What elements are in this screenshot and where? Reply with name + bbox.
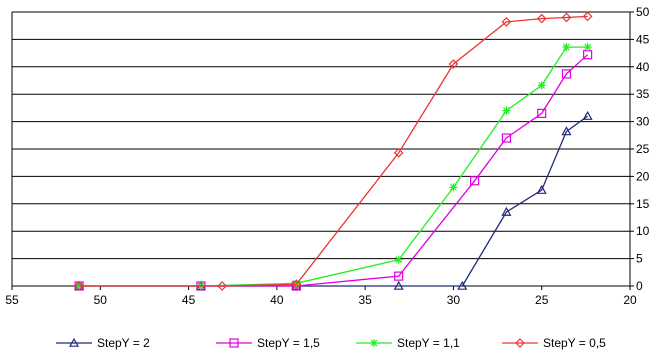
series-line — [79, 54, 589, 287]
series-group — [74, 11, 593, 291]
marker-stroke — [370, 339, 378, 347]
data-point — [536, 184, 547, 194]
data-point — [74, 281, 84, 291]
series-line — [79, 115, 588, 287]
y-tick-label: 40 — [636, 60, 650, 74]
series-4 — [74, 11, 593, 291]
legend-marker — [515, 338, 525, 348]
series-3 — [75, 43, 592, 290]
data-point — [449, 183, 458, 192]
data-point — [537, 81, 546, 90]
x-tick-label: 40 — [270, 293, 284, 307]
x-tick-label: 20 — [623, 293, 637, 307]
y-tick-label: 5 — [636, 252, 643, 266]
series-1 — [74, 110, 593, 290]
data-point — [501, 133, 511, 143]
axes: 0 5 10 15 20 25 30 35 40 45 50 55 50 45 40 35 30 25 20 — [5, 5, 649, 307]
data-point — [394, 255, 403, 264]
legend-label: StepY = 0,5 — [543, 336, 606, 350]
legend-item-2: StepY = 1,5 — [216, 336, 320, 350]
legend-marker — [229, 338, 239, 348]
legend-item-1: StepY = 2 — [56, 336, 150, 350]
marker-stroke — [450, 183, 457, 191]
legend-item-3: StepY = 1,1 — [356, 336, 460, 350]
data-point — [583, 43, 592, 52]
legend-label: StepY = 2 — [97, 336, 150, 350]
series-line — [79, 15, 588, 287]
y-tick-label: 20 — [636, 169, 650, 183]
legend: StepY = 2 StepY = 1,5 StepY = 1,1 StepY = 0… — [56, 336, 606, 350]
y-tick-label: 25 — [636, 142, 650, 156]
data-point — [502, 106, 511, 115]
data-point — [561, 69, 572, 79]
series-2 — [74, 50, 593, 291]
data-point — [562, 43, 571, 52]
x-tick-label: 25 — [535, 293, 549, 307]
marker-stroke — [584, 43, 592, 51]
data-point — [394, 271, 404, 281]
marker-stroke — [538, 82, 546, 89]
data-point — [536, 13, 547, 24]
data-point — [561, 126, 572, 136]
legend-item-4: StepY = 0,5 — [502, 336, 606, 350]
legend-marker — [68, 337, 80, 347]
x-tick-label: 50 — [94, 293, 108, 307]
data-point — [501, 17, 512, 27]
marker-stroke — [502, 107, 510, 115]
data-point — [537, 108, 547, 118]
legend-marker — [370, 339, 378, 347]
data-point — [457, 280, 468, 290]
data-point — [448, 59, 459, 69]
data-point — [561, 12, 572, 23]
gridlines — [12, 11, 630, 287]
data-point — [582, 11, 593, 22]
x-tick-label: 30 — [447, 293, 461, 307]
x-tick-label: 55 — [5, 293, 19, 307]
data-point — [217, 281, 227, 291]
data-point — [470, 176, 480, 186]
y-tick-label: 10 — [636, 224, 650, 238]
data-point — [291, 279, 302, 290]
y-tick-label: 30 — [636, 115, 650, 129]
y-tick-label: 50 — [636, 5, 650, 19]
x-tick-label: 45 — [182, 293, 196, 307]
data-point — [501, 206, 512, 216]
data-point — [393, 280, 404, 290]
y-tick-label: 45 — [636, 32, 650, 46]
y-tick-label: 15 — [636, 197, 650, 211]
data-point — [582, 110, 593, 120]
legend-label: StepY = 1,1 — [397, 336, 460, 350]
x-tick-label: 35 — [358, 293, 372, 307]
data-point — [393, 147, 404, 158]
series-line — [79, 46, 588, 287]
y-tick-label: 0 — [636, 279, 643, 293]
marker-stroke — [395, 256, 403, 264]
legend-label: StepY = 1,5 — [257, 336, 320, 350]
y-tick-label: 35 — [636, 87, 650, 101]
marker-stroke — [563, 43, 570, 51]
